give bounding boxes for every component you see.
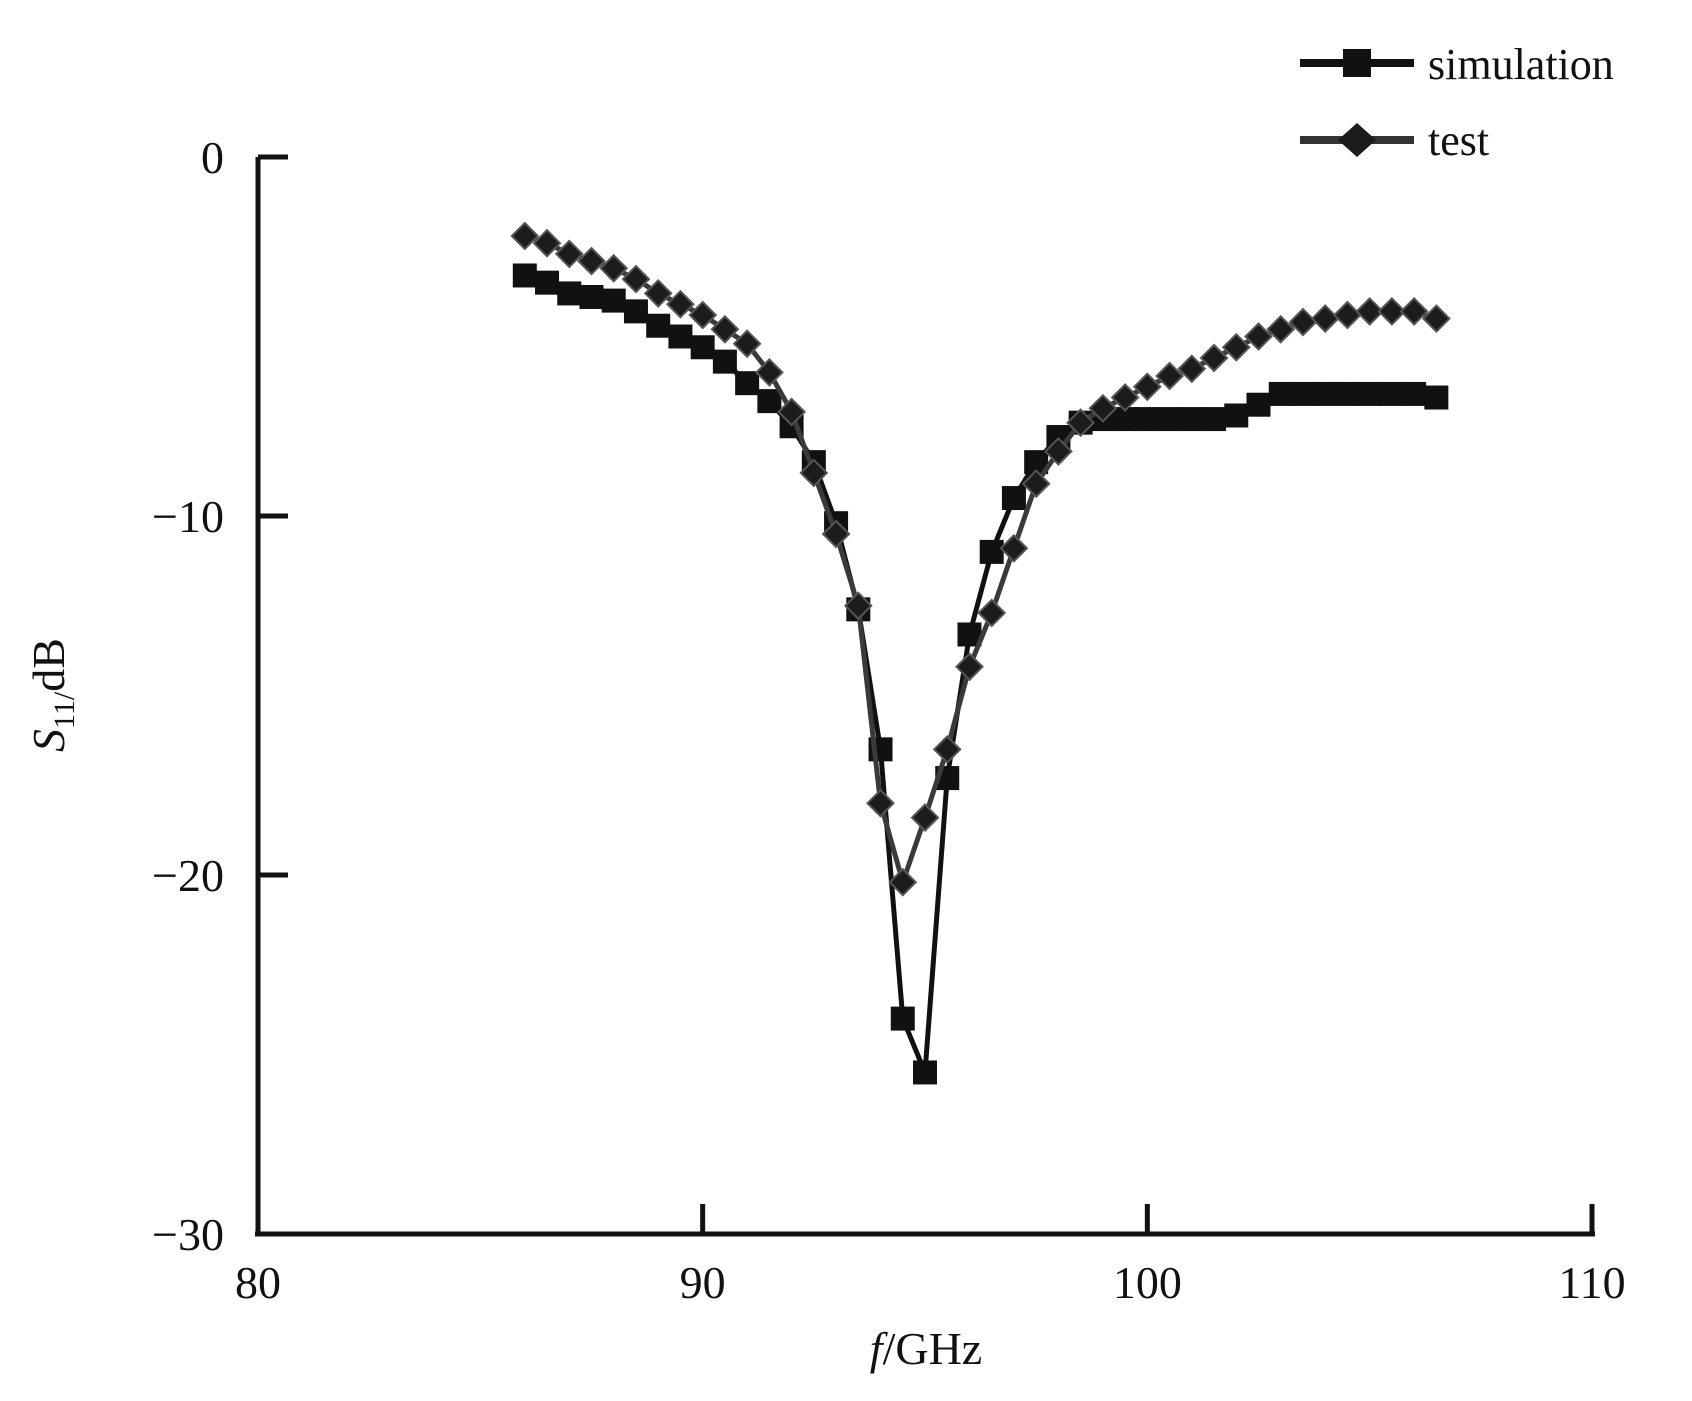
y-tick-label: 0 <box>201 132 224 183</box>
data-point-test <box>510 221 540 251</box>
x-tick-label: 90 <box>680 1257 726 1308</box>
data-point-test <box>1066 408 1096 438</box>
data-point-test <box>1155 361 1185 391</box>
data-point-simulation <box>1224 403 1249 428</box>
data-point-test <box>1132 372 1162 402</box>
data-point-test <box>599 253 629 283</box>
data-point-simulation <box>1424 385 1449 410</box>
data-point-simulation <box>1001 486 1026 511</box>
data-point-test <box>799 458 829 488</box>
data-point-test <box>866 788 895 818</box>
data-point-simulation <box>1246 392 1271 417</box>
data-point-simulation <box>712 349 737 374</box>
data-point-test <box>1221 332 1251 362</box>
data-point-test <box>977 598 1007 628</box>
y-tick-label: −20 <box>152 850 224 901</box>
series-simulation <box>512 263 1449 1085</box>
data-point-simulation <box>757 389 782 414</box>
data-point-test <box>821 519 851 549</box>
data-point-test <box>955 652 984 682</box>
data-point-simulation <box>557 281 582 306</box>
data-point-simulation <box>979 539 1004 564</box>
data-point-test <box>1288 307 1318 337</box>
data-point-test <box>532 228 562 258</box>
data-point-test <box>1377 296 1407 326</box>
data-point-test <box>1088 393 1118 423</box>
data-point-simulation <box>1268 381 1293 406</box>
data-point-test <box>688 300 718 330</box>
data-point-test <box>1332 300 1362 330</box>
data-point-simulation <box>690 335 715 360</box>
y-axis-label-unit: dB <box>23 638 74 692</box>
x-tick-label: 80 <box>235 1257 281 1308</box>
ticks: 80 90 100 110 0 −10 −20 −30 <box>152 132 1626 1308</box>
x-tick-label: 100 <box>1113 1257 1182 1308</box>
legend-test-label: test <box>1428 116 1489 165</box>
data-point-test <box>1355 296 1385 326</box>
data-point-test <box>665 289 695 319</box>
data-point-test <box>577 246 606 276</box>
data-point-simulation <box>1357 381 1382 406</box>
legend-simulation-marker <box>1343 49 1371 77</box>
data-point-simulation <box>1179 407 1204 432</box>
data-point-test <box>754 357 784 387</box>
axes <box>255 157 1595 1237</box>
data-point-test <box>1399 296 1429 326</box>
data-point-test <box>1110 383 1140 412</box>
legend: simulation test <box>1300 40 1614 165</box>
data-point-test <box>643 278 673 308</box>
data-point-simulation <box>1335 381 1360 406</box>
y-tick-label: −10 <box>152 491 224 542</box>
data-point-simulation <box>668 324 693 349</box>
data-point-test <box>710 314 740 344</box>
x-tick-label: 110 <box>1558 1257 1625 1308</box>
data-point-test <box>1310 304 1340 334</box>
data-point-test <box>1244 322 1273 351</box>
data-point-simulation <box>735 371 760 396</box>
data-point-test <box>1043 436 1073 466</box>
data-point-test <box>1177 354 1207 384</box>
data-point-test <box>1266 314 1296 344</box>
data-point-test <box>1421 304 1451 334</box>
data-point-simulation <box>512 263 537 288</box>
y-axis-label-subscript: 11/ <box>48 691 81 729</box>
data-point-test <box>554 239 584 269</box>
data-point-simulation <box>579 285 604 310</box>
data-point-simulation <box>623 299 648 324</box>
series-test <box>510 221 1451 897</box>
data-point-simulation <box>890 1006 915 1031</box>
data-point-simulation <box>535 270 560 295</box>
data-point-test <box>1021 469 1051 499</box>
data-point-simulation <box>1202 407 1227 432</box>
x-axis-label-unit: /GHz <box>883 1323 983 1374</box>
legend-item-simulation: simulation <box>1300 40 1614 89</box>
y-tick-label: −30 <box>152 1209 224 1260</box>
data-point-simulation <box>1379 381 1404 406</box>
data-point-test <box>888 867 918 897</box>
legend-item-test: test <box>1300 116 1489 165</box>
data-point-simulation <box>1402 381 1427 406</box>
data-point-test <box>932 734 962 764</box>
legend-simulation-label: simulation <box>1428 40 1614 89</box>
data-point-simulation <box>1290 381 1315 406</box>
data-point-simulation <box>1135 407 1160 432</box>
data-point-test <box>1199 343 1229 373</box>
data-point-test <box>910 803 940 833</box>
y-axis-label: S11/dB <box>23 638 81 752</box>
series-layer <box>510 221 1451 1085</box>
data-point-test <box>732 329 762 359</box>
data-point-simulation <box>1157 407 1182 432</box>
data-point-simulation <box>913 1060 937 1085</box>
data-point-simulation <box>646 313 671 338</box>
data-point-test <box>999 533 1029 563</box>
legend-test-marker <box>1338 123 1376 157</box>
y-axis-label-symbol: S <box>23 729 74 752</box>
data-point-test <box>843 591 873 621</box>
x-axis-label: f/GHz <box>870 1323 982 1374</box>
data-point-simulation <box>601 288 626 313</box>
data-point-test <box>777 397 807 427</box>
data-point-simulation <box>1313 381 1338 406</box>
data-point-test <box>621 264 651 294</box>
